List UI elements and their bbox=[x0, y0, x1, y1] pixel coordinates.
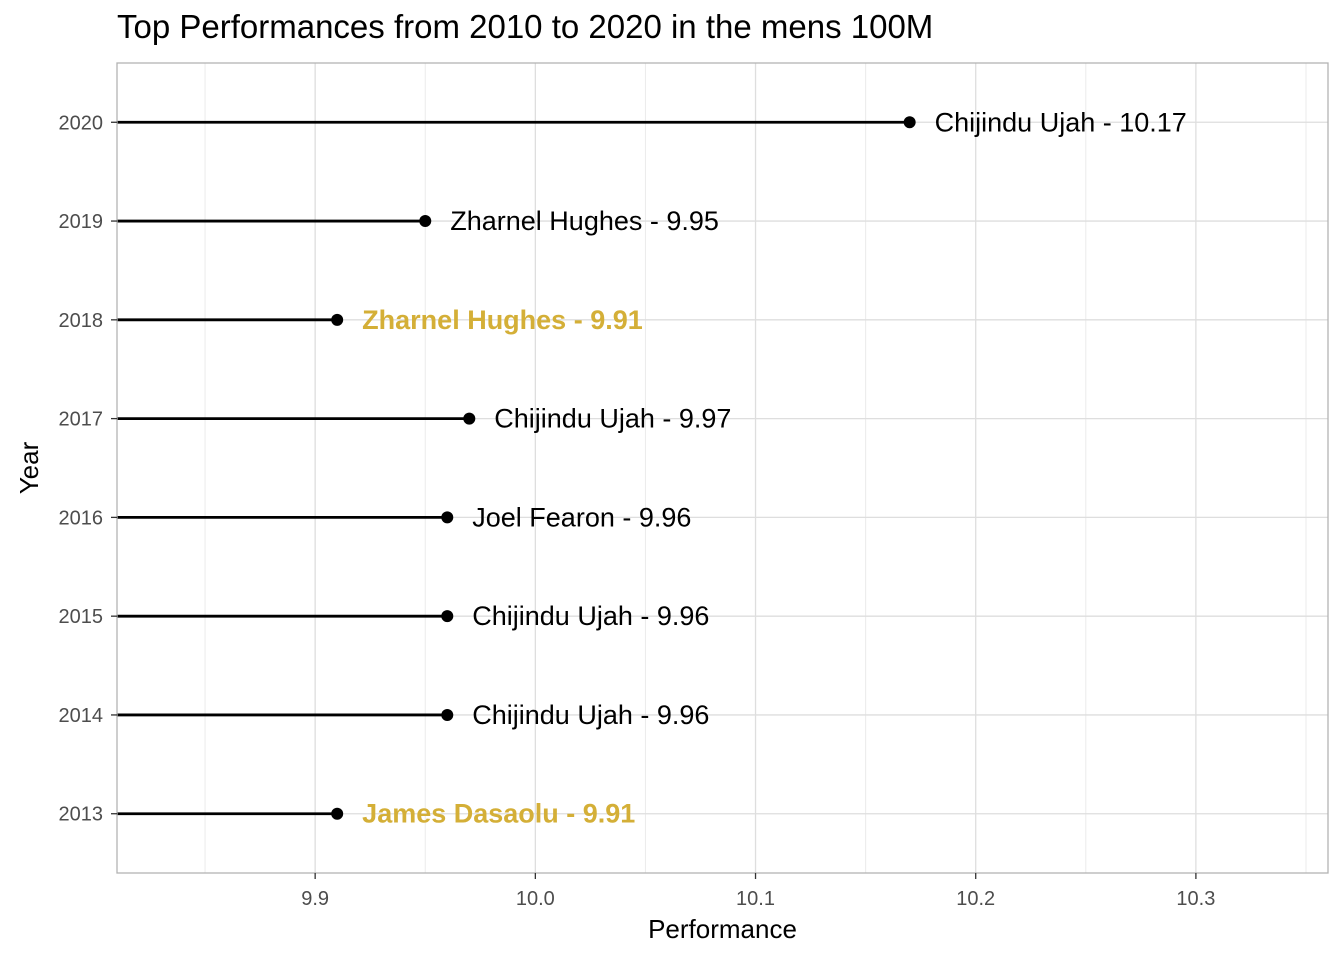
panel-border bbox=[116, 62, 1329, 874]
data-label-2014: Chijindu Ujah - 9.96 bbox=[472, 700, 709, 730]
y-tick-label-2020: 2020 bbox=[59, 112, 104, 134]
point-2019 bbox=[419, 215, 432, 228]
point-labels: James Dasaolu - 9.91 Chijindu Ujah - 9.96… bbox=[362, 107, 1187, 828]
y-tick-label-2018: 2018 bbox=[59, 310, 104, 332]
data-label-2020: Chijindu Ujah - 10.17 bbox=[935, 107, 1187, 137]
x-tick-label-3: 10.2 bbox=[956, 888, 995, 910]
major-gridlines bbox=[117, 63, 1328, 873]
y-tick-label-2019: 2019 bbox=[59, 211, 104, 233]
y-tick-label-2013: 2013 bbox=[59, 804, 104, 826]
point-2018 bbox=[331, 313, 344, 326]
x-tick-label-0: 9.9 bbox=[301, 888, 329, 910]
data-label-2015: Chijindu Ujah - 9.96 bbox=[472, 601, 709, 631]
data-label-2013: James Dasaolu - 9.91 bbox=[362, 799, 635, 829]
point-2017 bbox=[463, 412, 476, 425]
y-tick-label-2017: 2017 bbox=[59, 409, 104, 431]
data-label-2017: Chijindu Ujah - 9.97 bbox=[494, 404, 731, 434]
x-axis-title: Performance bbox=[648, 914, 797, 944]
point-2016 bbox=[441, 511, 454, 524]
y-tick-label-2016: 2016 bbox=[59, 507, 104, 529]
x-tick-label-1: 10.0 bbox=[516, 888, 555, 910]
lollipop-stems bbox=[117, 120, 910, 816]
x-tick-label-4: 10.3 bbox=[1176, 888, 1215, 910]
point-2013 bbox=[331, 807, 344, 820]
lollipop-dots bbox=[331, 116, 916, 820]
chart-title: Top Performances from 2010 to 2020 in th… bbox=[117, 8, 934, 45]
x-tick-label-2: 10.1 bbox=[736, 888, 775, 910]
data-label-2016: Joel Fearon - 9.96 bbox=[472, 502, 691, 532]
y-tick-label-2015: 2015 bbox=[59, 606, 104, 628]
point-2020 bbox=[903, 116, 916, 129]
data-label-2018: Zharnel Hughes - 9.91 bbox=[362, 305, 643, 335]
point-2015 bbox=[441, 610, 454, 623]
minor-gridlines bbox=[204, 63, 1307, 873]
y-tick-label-2014: 2014 bbox=[59, 705, 104, 727]
point-2014 bbox=[441, 708, 454, 721]
x-axis-ticks: 9.9 10.0 10.1 10.2 10.3 bbox=[301, 873, 1215, 910]
y-axis-title: Year bbox=[14, 441, 44, 494]
y-axis-ticks: 2013 2014 2015 2016 2017 2018 2019 2020 bbox=[59, 112, 117, 826]
data-label-2019: Zharnel Hughes - 9.95 bbox=[450, 206, 719, 236]
